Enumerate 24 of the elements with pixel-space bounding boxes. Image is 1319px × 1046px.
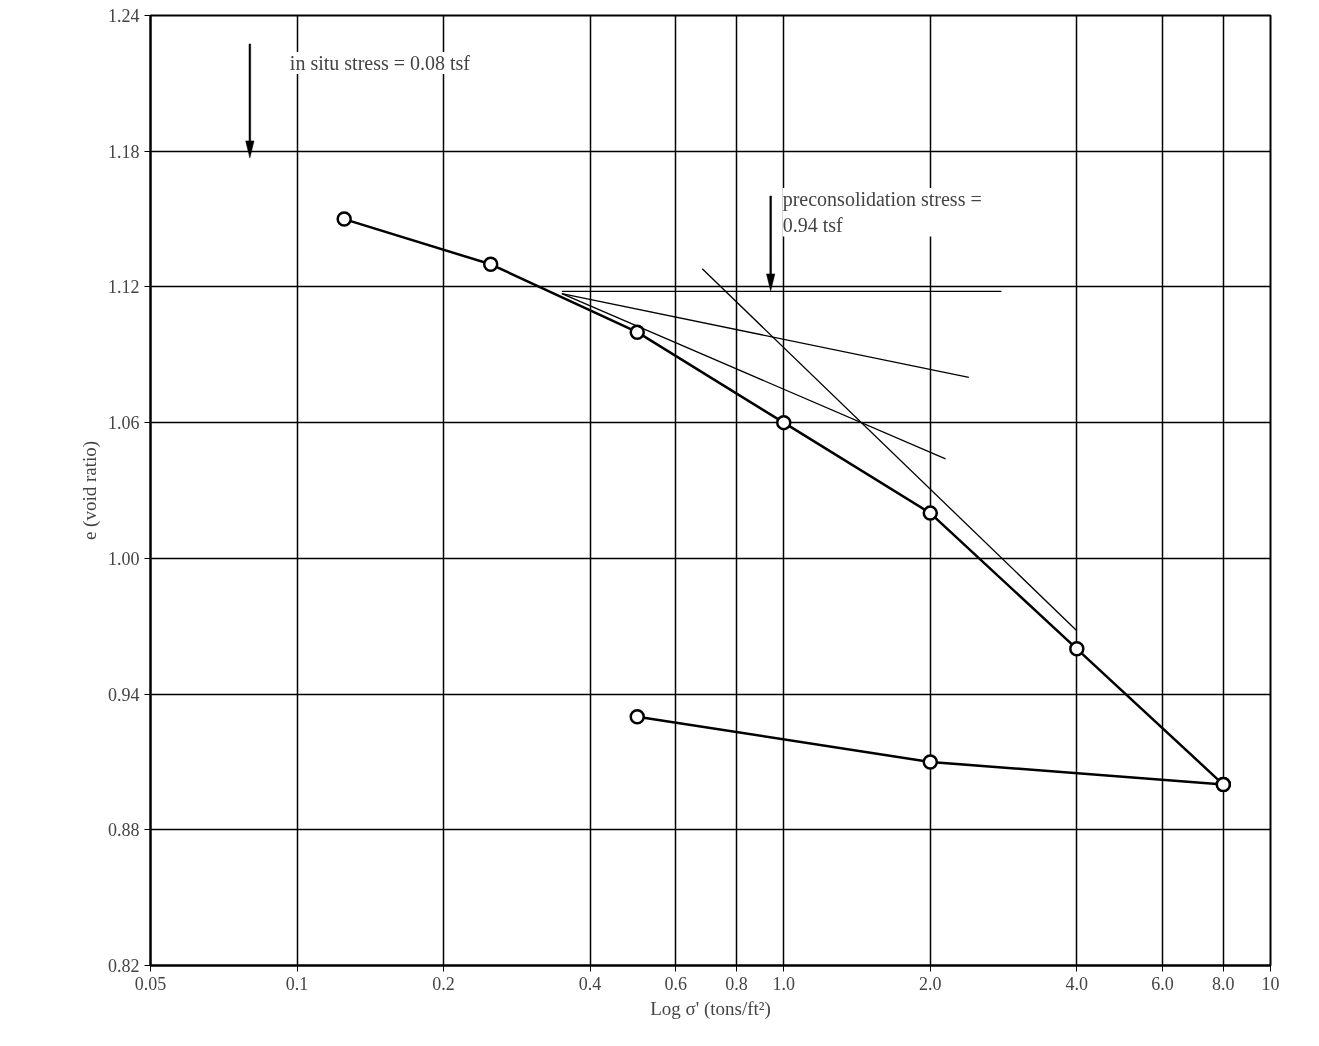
y-axis-title: e (void ratio)	[79, 440, 101, 541]
x-tick-label: 2.0	[919, 973, 942, 994]
y-tick-label: 1.24	[108, 6, 140, 26]
x-tick-label: 8.0	[1212, 973, 1235, 994]
x-tick-label: 0.6	[664, 973, 688, 994]
x-tick-label: 4.0	[1065, 973, 1089, 994]
y-tick-label: 0.88	[108, 820, 140, 841]
y-tick-label: 0.94	[108, 684, 140, 705]
x-tick-label: 1.0	[772, 973, 796, 994]
x-tick-label: 0.2	[432, 973, 455, 994]
x-tick-label: 10	[1261, 973, 1280, 994]
x-tick-label: 0.8	[725, 973, 748, 994]
x-tick-label: 6.0	[1151, 973, 1174, 994]
y-tick-label: 1.06	[108, 413, 140, 434]
ref-line-label: preconsolidation stress = 0.94 tsf	[782, 188, 982, 237]
y-tick-label: 1.18	[108, 141, 140, 162]
y-tick-label: 0.82	[108, 956, 140, 976]
x-tick-label: 0.1	[285, 973, 309, 994]
x-axis-title: Log σ' (tons/ft²)	[650, 997, 771, 1020]
x-tick-label: 0.4	[578, 973, 602, 994]
y-tick-label: 1.12	[108, 277, 140, 298]
x-tick-label: 0.05	[134, 973, 167, 994]
ref-line-label: in situ stress = 0.08 tsf	[289, 52, 471, 74]
y-tick-label: 1.00	[108, 548, 140, 569]
